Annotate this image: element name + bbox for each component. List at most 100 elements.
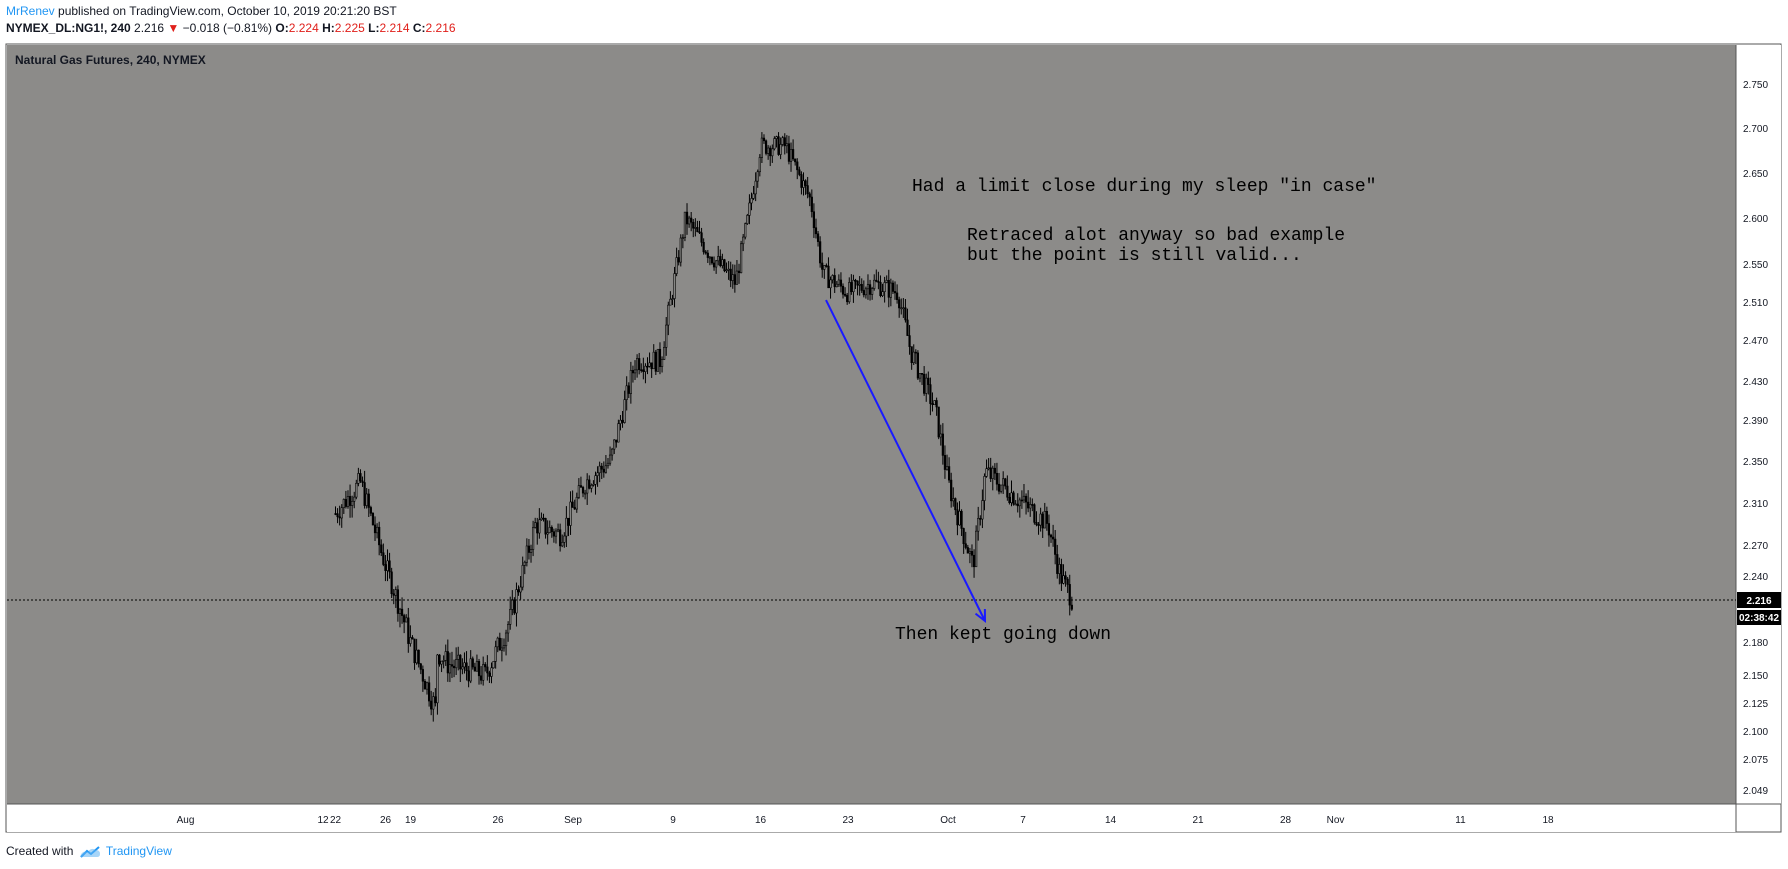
candle-body <box>902 307 905 310</box>
candle <box>821 252 824 278</box>
candle <box>754 172 757 202</box>
candle <box>983 473 986 511</box>
candle <box>866 274 870 300</box>
candle-body <box>737 270 741 274</box>
candle <box>735 260 739 285</box>
candle <box>999 484 1003 494</box>
candle <box>413 638 416 670</box>
candle <box>540 512 543 521</box>
annotation-kept-going-down[interactable]: Then kept going down <box>895 625 1111 645</box>
candle <box>746 213 749 225</box>
candle-body <box>667 304 670 326</box>
annotation-retraced[interactable]: Retraced alot anyway so bad example <box>967 226 1345 246</box>
candle <box>523 560 526 575</box>
candle-body <box>509 609 512 625</box>
candle <box>966 544 969 554</box>
candle <box>611 447 614 461</box>
candle-body <box>604 465 607 473</box>
price-axis[interactable] <box>1736 45 1781 804</box>
candle-body <box>548 527 551 533</box>
candle-body <box>405 617 408 623</box>
candle <box>947 457 951 483</box>
candle-body <box>1016 503 1019 507</box>
candle <box>1039 507 1042 532</box>
candle <box>706 249 709 263</box>
time-axis[interactable] <box>7 804 1736 832</box>
plot-area[interactable] <box>7 45 1736 804</box>
candle-body <box>1020 499 1023 502</box>
candle-body <box>1043 511 1046 529</box>
y-tick-label: 2.049 <box>1743 786 1768 797</box>
candle <box>631 365 635 383</box>
candle-body <box>373 524 377 534</box>
x-tick-label: 26 <box>492 815 504 826</box>
candle-body <box>787 143 791 162</box>
candle <box>742 233 745 252</box>
candle <box>804 179 807 195</box>
annotation-still-valid[interactable]: but the point is still valid... <box>967 246 1302 266</box>
candle <box>644 363 647 384</box>
candle-body <box>739 243 743 274</box>
candle <box>717 245 720 266</box>
candle-body <box>602 468 605 473</box>
candle-body <box>450 664 454 667</box>
candle <box>690 211 693 232</box>
candle-body <box>956 509 959 526</box>
candle <box>854 278 857 290</box>
candle-body <box>594 475 597 485</box>
candle <box>812 203 815 238</box>
annotation-limit-close[interactable]: Had a limit close during my sleep "in ca… <box>912 177 1376 197</box>
candle-body <box>577 485 580 498</box>
tradingview-link[interactable]: TradingView <box>105 844 172 858</box>
candle <box>407 607 410 653</box>
candle-body <box>717 256 720 262</box>
y-tick-label: 2.550 <box>1743 260 1768 271</box>
candle-body <box>773 138 776 150</box>
candle <box>1010 480 1013 507</box>
candle <box>687 215 691 228</box>
candle-body <box>571 501 574 508</box>
x-tick-label: 23 <box>842 815 854 826</box>
candle-body <box>835 283 838 288</box>
candle-body <box>409 637 412 644</box>
candle-body <box>650 362 653 370</box>
candle-body <box>791 149 795 160</box>
candle <box>386 549 389 582</box>
candle-body <box>455 659 458 669</box>
candle <box>862 280 865 298</box>
candle-body <box>378 526 381 546</box>
trend-arrow[interactable] <box>825 299 986 622</box>
candle-body <box>856 280 859 286</box>
candle <box>677 250 680 266</box>
y-tick-label: 2.240 <box>1743 572 1768 583</box>
candle <box>985 459 988 478</box>
candle-body <box>523 561 526 566</box>
candle <box>744 222 747 240</box>
x-tick-label: 22 <box>330 815 342 826</box>
candle <box>669 291 672 306</box>
candle <box>814 218 818 239</box>
candle <box>671 294 674 305</box>
candle <box>1035 511 1038 527</box>
candle-body <box>883 282 886 292</box>
candle <box>1020 490 1023 509</box>
candle <box>977 506 980 541</box>
candle-body <box>444 651 447 661</box>
candle <box>340 504 343 528</box>
candle-body <box>627 385 630 394</box>
candle <box>675 247 678 277</box>
candle <box>590 483 593 493</box>
candle <box>877 271 880 290</box>
candle-body <box>989 467 992 479</box>
candle-body <box>812 211 815 229</box>
candle <box>434 688 437 707</box>
candle <box>440 660 443 673</box>
candle <box>935 397 938 416</box>
candle-body <box>517 589 520 593</box>
candle <box>975 525 978 568</box>
candle-body <box>334 513 337 515</box>
candle <box>908 325 911 355</box>
y-tick-label: 2.650 <box>1743 169 1768 180</box>
author-link[interactable]: MrRenev <box>6 4 55 18</box>
